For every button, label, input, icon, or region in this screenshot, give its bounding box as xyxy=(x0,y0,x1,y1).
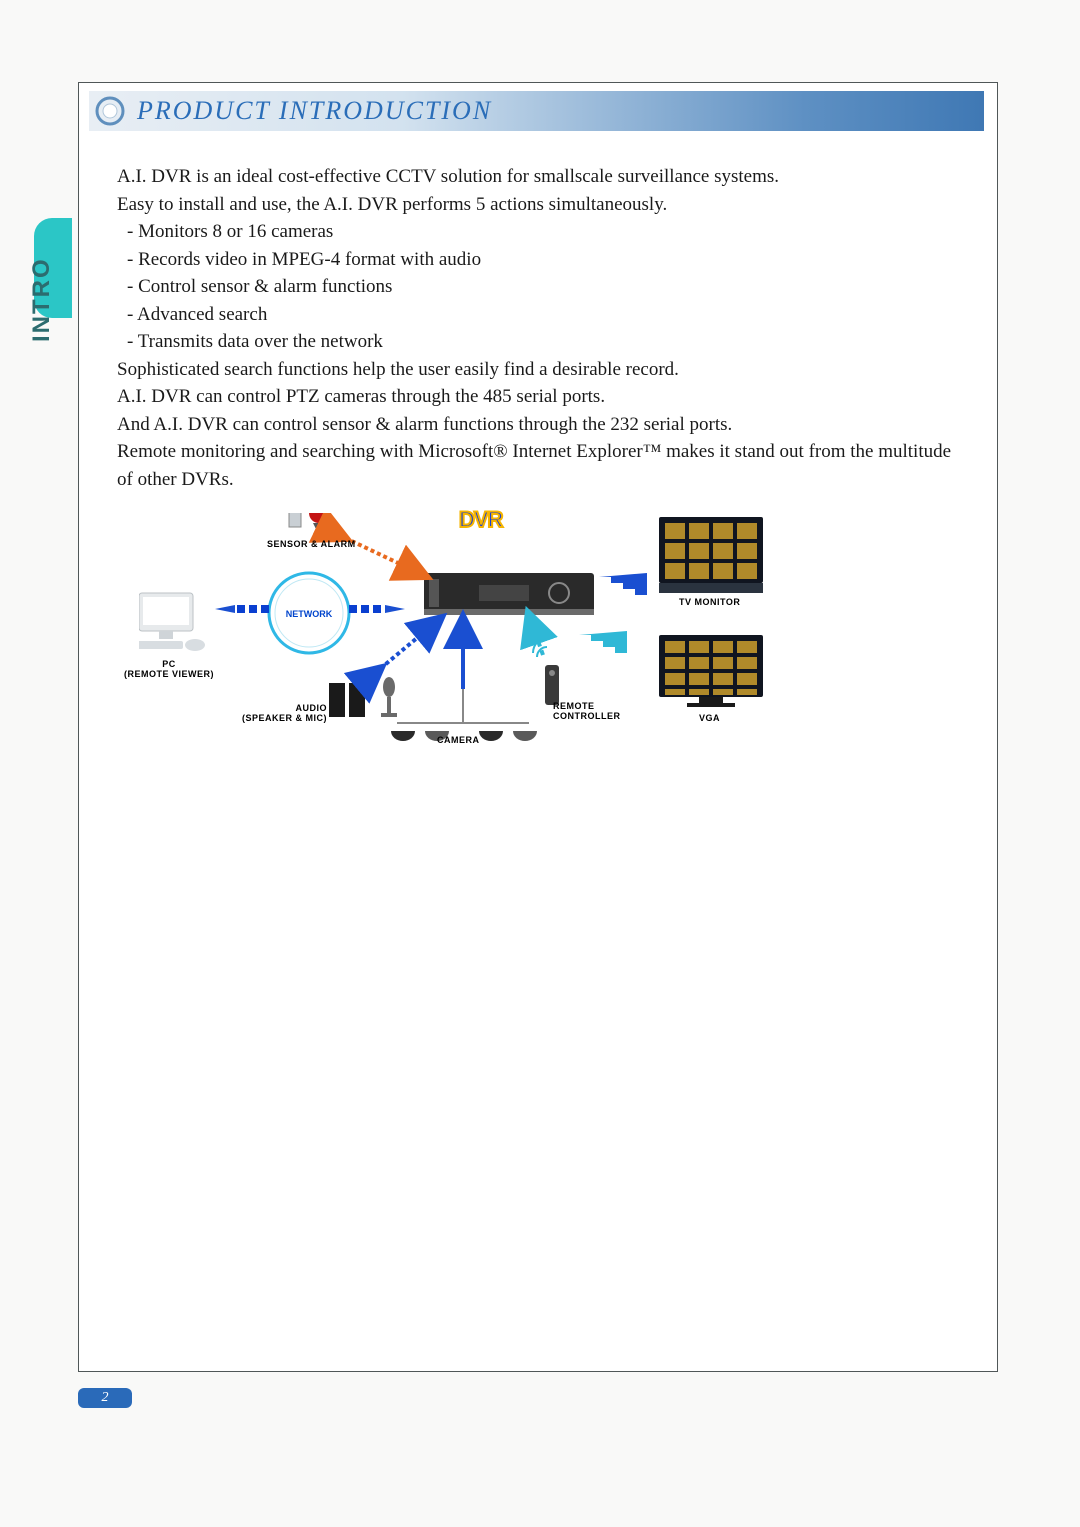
tv-monitor-icon xyxy=(659,517,763,593)
sensor-alarm-icon xyxy=(289,513,329,529)
action-item: - Transmits data over the network xyxy=(127,328,967,356)
network-circle-icon: NETWORK xyxy=(269,573,349,653)
paragraph: And A.I. DVR can control sensor & alarm … xyxy=(117,411,967,439)
action-item: - Monitors 8 or 16 cameras xyxy=(127,218,967,246)
label-pc-2: (REMOTE VIEWER) xyxy=(115,669,223,679)
diagram-svg: NETWORK xyxy=(139,513,839,793)
pc-icon xyxy=(139,593,205,651)
paragraph: Sophisticated search functions help the … xyxy=(117,356,967,384)
network-label: NETWORK xyxy=(286,609,333,619)
label-audio-2: (SPEAKER & MIC) xyxy=(235,713,327,723)
vga-monitor-icon xyxy=(659,635,763,707)
label-tv-monitor: TV MONITOR xyxy=(679,597,740,607)
label-sensor-alarm: SENSOR & ALARM xyxy=(267,539,356,549)
title-bar: PRODUCT INTRODUCTION xyxy=(89,91,984,131)
side-label: INTRO xyxy=(28,222,56,342)
remote-controller-icon xyxy=(533,637,559,705)
action-item: - Control sensor & alarm functions xyxy=(127,273,967,301)
page-number: 2 xyxy=(78,1388,132,1408)
stair-arrow-top xyxy=(599,573,647,595)
action-item: - Records video in MPEG-4 format with au… xyxy=(127,246,967,274)
connectivity-diagram: DVR xyxy=(139,513,839,793)
dvr-logo-text: DVR xyxy=(459,507,502,533)
label-pc-1: PC xyxy=(129,659,209,669)
paragraph: Remote monitoring and searching with Mic… xyxy=(117,438,967,493)
dvr-unit-icon xyxy=(424,573,594,615)
action-item: - Advanced search xyxy=(127,301,967,329)
section-title: PRODUCT INTRODUCTION xyxy=(137,96,492,126)
label-camera: CAMERA xyxy=(437,735,480,745)
label-remote-1: REMOTE xyxy=(553,701,595,711)
label-audio-1: AUDIO xyxy=(287,703,327,713)
page-frame: PRODUCT INTRODUCTION A.I. DVR is an idea… xyxy=(78,82,998,1372)
paragraph: A.I. DVR can control PTZ cameras through… xyxy=(117,383,967,411)
label-remote-2: CONTROLLER xyxy=(553,711,621,721)
label-vga: VGA xyxy=(699,713,720,723)
bullet-circle-icon xyxy=(95,96,125,126)
stair-arrow-bottom xyxy=(579,613,629,673)
camera-icon xyxy=(391,625,537,741)
body-text: A.I. DVR is an ideal cost-effective CCTV… xyxy=(117,163,967,494)
intro-line-1: A.I. DVR is an ideal cost-effective CCTV… xyxy=(117,163,967,191)
audio-icon xyxy=(329,677,397,717)
intro-line-2: Easy to install and use, the A.I. DVR pe… xyxy=(117,191,967,219)
